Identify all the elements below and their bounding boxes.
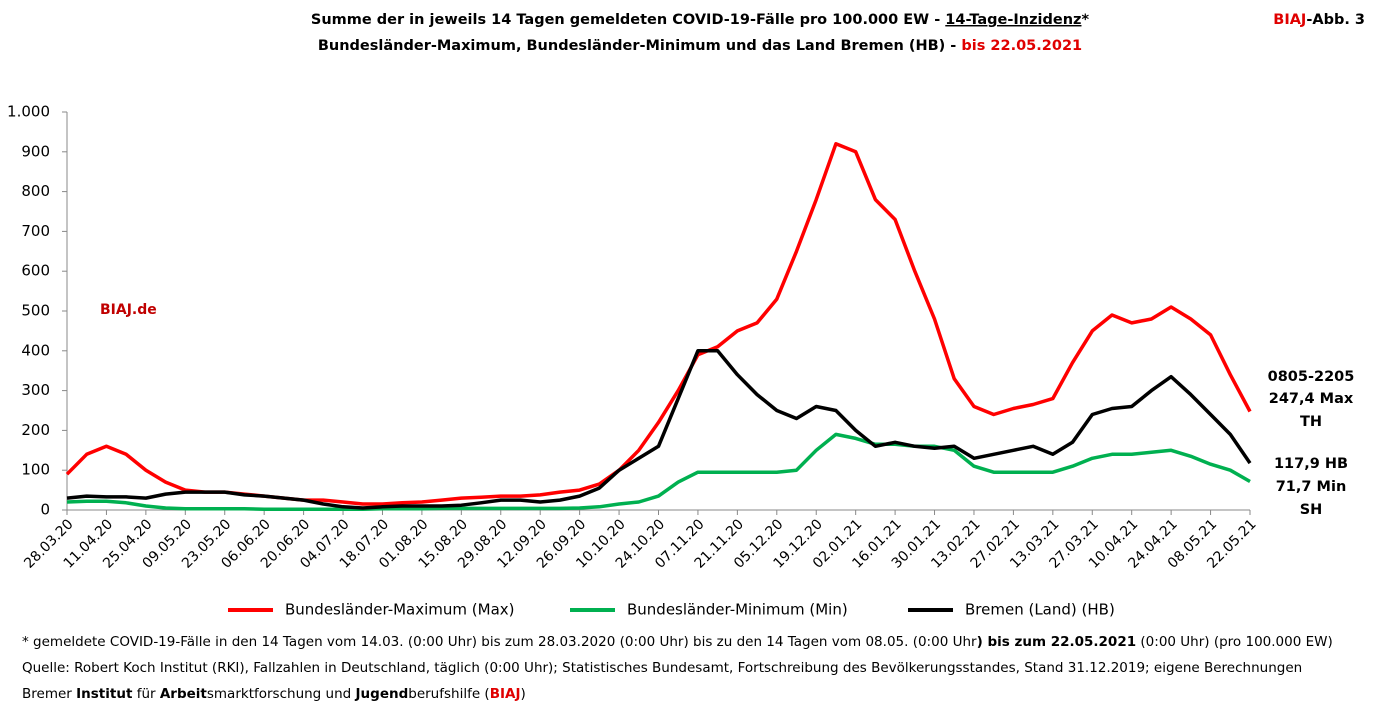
y-tick-label: 900 [21,142,50,160]
title-part: * [1082,12,1090,28]
annotation: 247,4 Max [1269,391,1354,407]
badge: BIAJ-Abb. 3 [1273,12,1365,28]
chart-title: Summe der in jeweils 14 Tagen gemeldeten… [311,12,1090,28]
footnote-part: für [132,686,160,702]
legend-label: Bundesländer-Maximum (Max) [285,601,515,619]
subtitle-part: Bundesländer-Maximum, Bundesländer-Minim… [318,38,962,54]
badge-part: -Abb. 3 [1306,12,1365,28]
chart-subtitle: Bundesländer-Maximum, Bundesländer-Minim… [318,38,1082,54]
footnote-part: (0:00 Uhr) (pro 100.000 EW) [1136,634,1333,650]
title-part: Summe der in jeweils 14 Tagen gemeldeten… [311,12,945,28]
series-line [66,349,1252,510]
series-line [66,432,1251,511]
footnote-part: Arbeit [159,686,207,702]
legend-label: Bundesländer-Minimum (Min) [627,601,848,619]
title-part: 14-Tage-Inzidenz [945,12,1081,28]
annotation: 0805-2205 [1268,369,1355,385]
footnote-part: berufshilfe ( [408,686,490,702]
y-tick-label: 500 [21,302,50,320]
y-tick-label: 200 [21,421,50,439]
y-tick-label: 1.000 [7,103,50,121]
y-tick-label: 300 [21,381,50,399]
footnote-part: * gemeldete COVID-19-Fälle in den 14 Tag… [22,634,977,650]
y-tick-label: 600 [21,262,50,280]
footnote: Quelle: Robert Koch Institut (RKI), Fall… [22,660,1302,676]
y-tick-label: 0 [40,501,50,519]
y-tick-label: 700 [21,222,50,240]
y-tick-label: 100 [21,461,50,479]
footnote-part: ) [520,686,526,702]
annotation: SH [1300,502,1323,518]
footnote: Bremer Institut für Arbeitsmarktforschun… [22,686,526,702]
footnote: * gemeldete COVID-19-Fälle in den 14 Tag… [22,634,1333,650]
legend-label: Bremen (Land) (HB) [965,601,1115,619]
subtitle-part: bis 22.05.2021 [961,38,1082,54]
footnote-part: ) bis zum 22.05.2021 [976,634,1137,650]
footnote-part: Bremer [22,686,77,702]
footnote-part: Quelle: Robert Koch Institut (RKI), Fall… [22,660,1303,676]
series-line [65,142,1252,506]
annotation: TH [1300,414,1322,430]
badge-part: BIAJ [1273,12,1306,28]
footnote-part: BIAJ [489,686,521,702]
footnote-part: smarktforschung und [206,686,356,702]
y-tick-label: 800 [21,182,50,200]
footnote-part: Institut [76,686,133,702]
watermark: BIAJ.de [100,302,157,318]
y-tick-label: 400 [21,341,50,359]
annotation: 117,9 HB [1274,456,1348,472]
footnote-part: Jugend [355,686,409,702]
annotation: 71,7 Min [1276,479,1347,495]
